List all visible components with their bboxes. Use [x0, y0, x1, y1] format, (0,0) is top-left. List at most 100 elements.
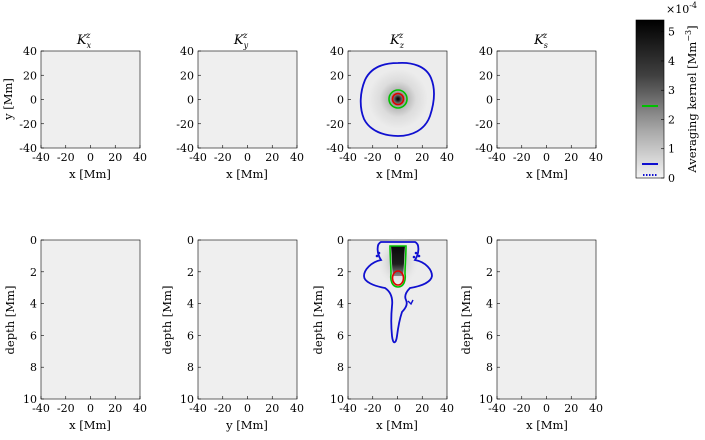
x-axis-label: x [Mm] [226, 167, 268, 181]
y-tick-label: -40 [326, 142, 344, 155]
x-tick-label: 20 [415, 151, 429, 164]
y-axis-label: depth [Mm] [459, 286, 473, 355]
colorbar: ×10-4 5 4 3 2 1 0 Averaging kernel [Mm−3] [635, 1, 699, 185]
y-tick-label: 2 [486, 266, 493, 279]
contour-blue [363, 241, 433, 344]
x-axis-label: y [Mm] [225, 418, 268, 432]
y-tick-label: 20 [180, 69, 194, 82]
y-tick-label: -20 [176, 118, 194, 131]
panel-title: Kyz [233, 31, 249, 50]
x-tick-label: -40 [32, 151, 50, 164]
x-tick-label: 40 [290, 402, 304, 415]
x-tick-label: -40 [488, 402, 506, 415]
panel-ky: Kyz x [Mm] [197, 31, 298, 181]
x-tick-label: -20 [214, 402, 232, 415]
kernel-halo [368, 69, 428, 129]
y-tick-label: 0 [337, 94, 344, 107]
panel-kz: Kzz x [Mm] [347, 31, 448, 181]
contour-blue-dot [417, 254, 421, 258]
colorbar-multiplier: ×10-4 [666, 1, 697, 16]
panel-depth-1: depth [Mm] x [Mm] [3, 239, 141, 432]
x-tick-label: -40 [32, 402, 50, 415]
colorbar-tick-label: 5 [668, 26, 675, 39]
colorbar-tick-label: 2 [668, 113, 675, 126]
x-tick-label: -40 [189, 402, 207, 415]
y-tick-label: 20 [330, 69, 344, 82]
x-tick-label: 20 [108, 151, 122, 164]
y-tick-label: 4 [30, 298, 37, 311]
y-tick-label: 10 [330, 393, 344, 406]
y-tick-label: 0 [486, 94, 493, 107]
heatmap-area [496, 50, 597, 149]
x-tick-label: -20 [513, 402, 531, 415]
y-tick-label: 4 [486, 298, 493, 311]
x-tick-label: 40 [440, 151, 454, 164]
y-tick-label: -20 [19, 118, 37, 131]
contour-red [391, 92, 405, 106]
y-tick-label: -40 [475, 142, 493, 155]
x-tick-label: -20 [214, 151, 232, 164]
y-tick-label: 40 [479, 45, 493, 58]
y-axis-label: y [Mm] [1, 78, 15, 121]
x-tick-label: -20 [57, 151, 75, 164]
x-axis-label: x [Mm] [376, 418, 418, 432]
y-tick-label: 0 [486, 234, 493, 247]
contour-red [391, 270, 405, 286]
x-tick-label: -20 [364, 151, 382, 164]
y-tick-label: 6 [187, 329, 194, 342]
y-tick-label: 8 [337, 361, 344, 374]
x-tick-label: 0 [87, 402, 94, 415]
heatmap-area [197, 50, 298, 149]
y-tick-label: 6 [337, 329, 344, 342]
y-tick-label: 10 [23, 393, 37, 406]
x-tick-label: 40 [133, 151, 147, 164]
x-tick-label: 0 [394, 402, 401, 415]
x-tick-label: 20 [415, 402, 429, 415]
x-tick-label: 20 [564, 151, 578, 164]
y-tick-label: 0 [187, 94, 194, 107]
panel-ks: Ksz x [Mm] [496, 31, 597, 181]
x-tick-label: -40 [339, 402, 357, 415]
y-tick-label: 0 [30, 94, 37, 107]
y-tick-label: 8 [486, 361, 493, 374]
y-axis-label: depth [Mm] [311, 286, 325, 355]
contour-blue-dot [412, 255, 416, 259]
panel-title: Ksz [533, 31, 548, 50]
y-tick-label: -20 [475, 118, 493, 131]
y-axis-label: depth [Mm] [160, 286, 174, 355]
y-tick-label: -20 [326, 118, 344, 131]
x-axis-label: x [Mm] [526, 418, 568, 432]
y-tick-label: 40 [23, 45, 37, 58]
x-axis-label: x [Mm] [69, 167, 111, 181]
panel-depth-3: depth [Mm] x [Mm] [311, 236, 448, 432]
x-tick-label: -20 [364, 402, 382, 415]
panel-depth-2: depth [Mm] y [Mm] [160, 239, 298, 432]
colorbar-tick-label: 1 [668, 143, 675, 156]
x-tick-label: 0 [543, 151, 550, 164]
y-tick-label: 20 [479, 69, 493, 82]
y-tick-label: 2 [187, 266, 194, 279]
y-tick-label: 0 [187, 234, 194, 247]
x-tick-label: 0 [244, 402, 251, 415]
x-tick-label: 40 [290, 151, 304, 164]
x-tick-label: 20 [265, 402, 279, 415]
kernel-core [391, 246, 405, 276]
colorbar-scale [635, 19, 665, 179]
colorbar-tick-label: 3 [668, 84, 675, 97]
y-tick-label: 10 [180, 393, 194, 406]
y-tick-label: 0 [30, 234, 37, 247]
contour-blue-dot [375, 254, 379, 258]
contour-blue [359, 61, 435, 137]
x-tick-label: -40 [189, 151, 207, 164]
x-tick-label: 40 [133, 402, 147, 415]
y-tick-label: 2 [30, 266, 37, 279]
x-tick-label: 40 [589, 151, 603, 164]
x-tick-label: 0 [244, 151, 251, 164]
x-tick-label: 0 [543, 402, 550, 415]
colorbar-ticks: 5 4 3 2 1 0 [661, 26, 675, 185]
panel-title: Kxz [76, 31, 92, 50]
y-axis-label: depth [Mm] [3, 286, 17, 355]
y-tick-label: 10 [479, 393, 493, 406]
